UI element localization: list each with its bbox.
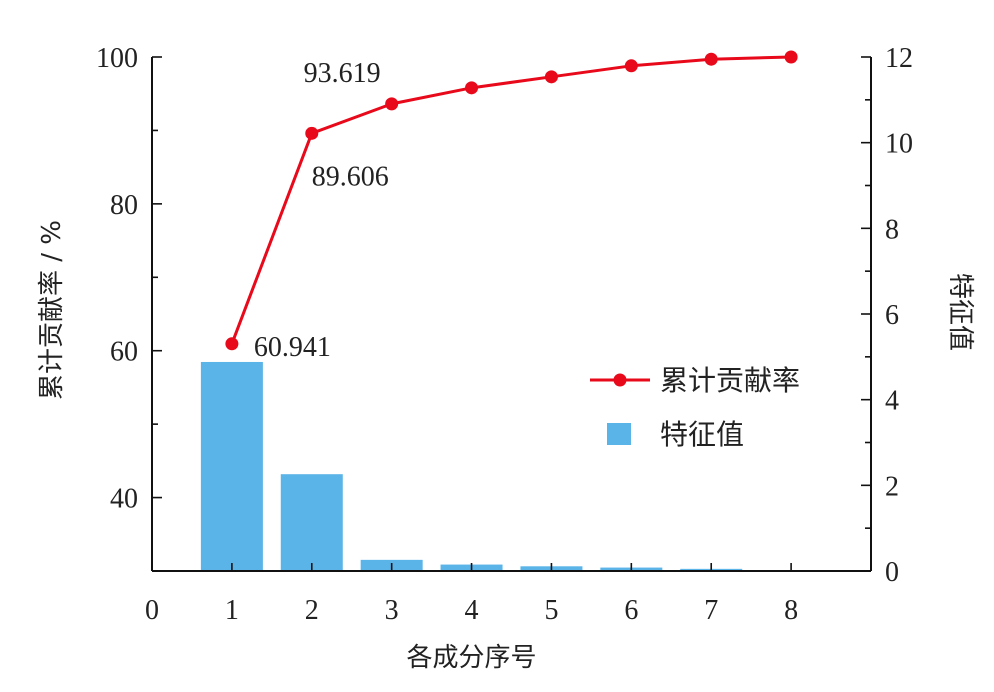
x-tick-label: 5 (544, 595, 558, 626)
x-tick-label: 8 (784, 595, 798, 626)
legend-bar-swatch (607, 423, 631, 445)
line-point (385, 97, 399, 111)
y-axis-left-title: 累计贡献率 / % (37, 220, 67, 400)
x-tick-label: 4 (465, 595, 479, 626)
y-left-tick-label: 60 (110, 337, 138, 368)
y-right-tick-label: 2 (885, 471, 899, 502)
line-series (225, 50, 798, 351)
line-point (225, 337, 239, 351)
line-point (624, 59, 638, 73)
bar (280, 474, 343, 571)
line-point (544, 70, 558, 84)
x-tick-label: 3 (385, 595, 399, 626)
y-left-tick-label: 80 (110, 190, 138, 221)
y-right-tick-label: 4 (885, 386, 899, 417)
line-point (305, 126, 319, 140)
line-point (784, 50, 798, 64)
y-right-tick-label: 10 (885, 129, 913, 160)
line-point (704, 52, 718, 66)
cumulative-line (230, 55, 792, 345)
x-axis-title: 各成分序号 (406, 643, 536, 673)
x-tick-label: 6 (624, 595, 638, 626)
x-tick-label: 0 (145, 595, 159, 626)
data-labels: 60.941 89.606 93.619 (254, 58, 389, 363)
data-label: 60.941 (254, 332, 331, 363)
y-right-tick-label: 0 (885, 557, 899, 588)
legend: 累计贡献率 特征值 (590, 364, 800, 451)
bar (200, 361, 263, 571)
y-axis-right-title: 特征值 (945, 273, 975, 351)
y-right-tick-label: 8 (885, 214, 899, 245)
y-left-tick-label: 100 (96, 43, 138, 74)
legend-line-label: 累计贡献率 (660, 364, 800, 397)
legend-bar-label: 特征值 (660, 418, 744, 451)
line-point (465, 81, 479, 95)
x-tick-label: 2 (305, 595, 319, 626)
y-right-tick-label: 12 (885, 43, 913, 74)
data-label: 93.619 (304, 58, 381, 89)
legend-line-marker (613, 373, 627, 387)
y-left-tick-label: 40 (110, 484, 138, 515)
x-tick-label: 1 (225, 595, 239, 626)
y-right-tick-label: 6 (885, 300, 899, 331)
x-tick-label: 7 (704, 595, 718, 626)
data-label: 89.606 (312, 161, 389, 192)
